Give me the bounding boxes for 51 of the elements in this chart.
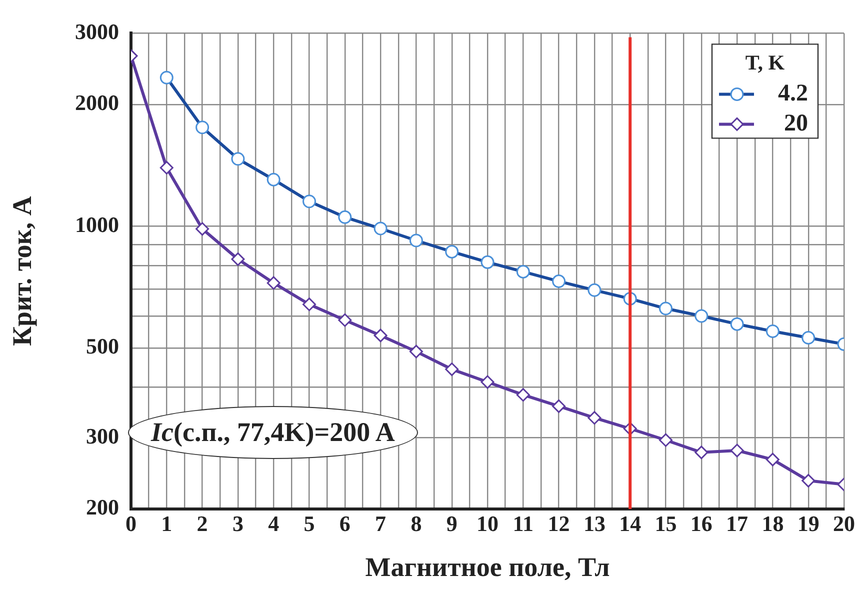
point xyxy=(445,362,459,376)
point xyxy=(302,298,316,312)
point xyxy=(231,252,245,266)
y-tick-label: 1000 xyxy=(75,212,119,237)
x-tick-label: 18 xyxy=(762,510,784,536)
x-tick-label: 7 xyxy=(375,510,386,536)
point xyxy=(409,344,423,358)
x-tick-label: 16 xyxy=(690,510,712,536)
y-tick-label: 500 xyxy=(86,334,119,359)
x-tick-label: 19 xyxy=(797,510,820,536)
y-axis-title: Крит. ток, А xyxy=(7,196,38,346)
point xyxy=(480,375,494,389)
point xyxy=(659,433,672,447)
point xyxy=(588,411,602,425)
y-tick-label: 200 xyxy=(86,494,119,520)
x-tick-label: 8 xyxy=(410,510,422,536)
legend-label: 4.2 xyxy=(778,80,808,106)
x-tick-label: 4 xyxy=(268,510,280,536)
point xyxy=(802,474,816,488)
y-tick-label: 300 xyxy=(86,423,119,448)
point xyxy=(766,452,780,466)
point xyxy=(196,222,210,236)
x-tick-label: 5 xyxy=(304,510,315,536)
oval-frame: Ic(с.п., 77,4K)=200 A xyxy=(128,406,418,459)
x-tick-label: 1 xyxy=(161,510,172,536)
y-tick-label: 3000 xyxy=(75,18,119,44)
x-tick-label: 6 xyxy=(339,510,350,536)
point xyxy=(694,446,708,460)
x-axis-title: Магнитное поле, Тл xyxy=(365,552,610,582)
legend-label: 20 xyxy=(784,110,808,136)
x-tick-label: 10 xyxy=(476,510,498,536)
x-tick-label: 15 xyxy=(654,510,677,536)
point xyxy=(730,444,744,458)
point xyxy=(338,313,352,327)
point xyxy=(552,399,566,413)
x-tick-label: 11 xyxy=(512,510,534,536)
x-tick-label: 20 xyxy=(833,510,855,536)
point xyxy=(516,388,530,402)
x-tick-label: 13 xyxy=(583,510,606,536)
y-tick-label: 2000 xyxy=(75,90,119,116)
x-tick-label: 9 xyxy=(446,510,458,536)
x-tick-label: 0 xyxy=(126,510,136,536)
x-tick-label: 14 xyxy=(619,510,642,536)
point xyxy=(374,328,388,342)
x-tick-label: 12 xyxy=(548,510,570,536)
point xyxy=(266,276,280,290)
x-tick-label: 2 xyxy=(196,510,208,536)
x-tick-label: 3 xyxy=(232,510,244,536)
legend-title: T, K xyxy=(745,50,786,75)
point xyxy=(160,160,174,174)
x-tick-label: 17 xyxy=(726,510,748,536)
